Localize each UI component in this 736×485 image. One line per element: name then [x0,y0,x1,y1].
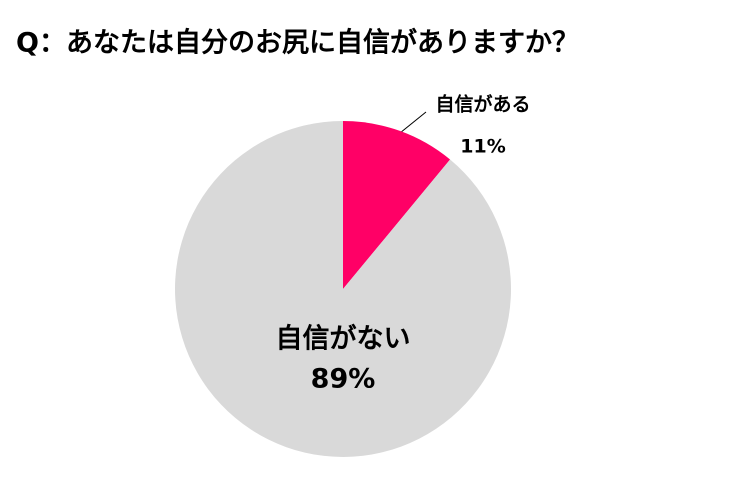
slice-label: 自信がある [435,93,530,116]
chart-title: Q：あなたは自分のお尻に自信がありますか？ [16,27,579,59]
pie-slice [343,121,451,289]
value-label: 11% [460,136,505,158]
value-label: 89% [311,364,376,395]
pie-slice [175,121,512,458]
leader-line [399,111,427,134]
slice-label: 自信がない [276,323,411,355]
